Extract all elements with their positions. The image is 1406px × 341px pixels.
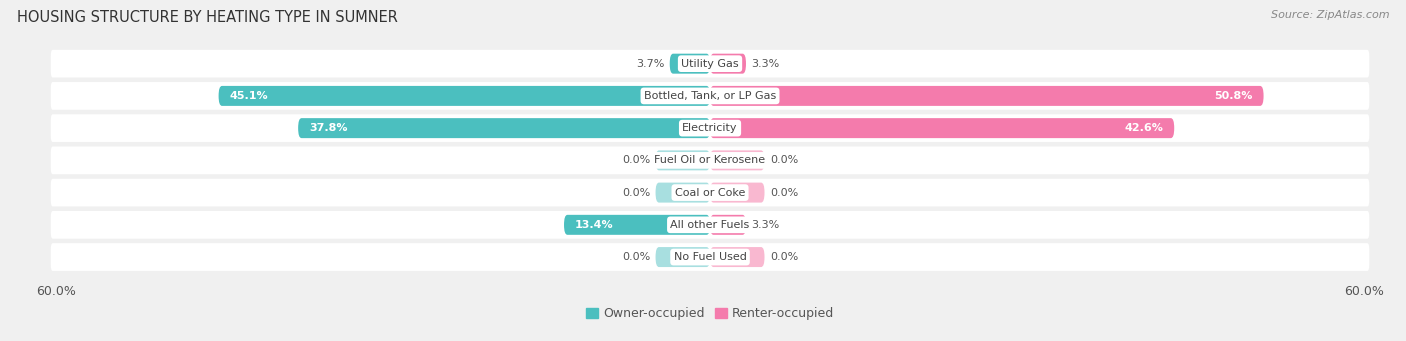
- Text: Fuel Oil or Kerosene: Fuel Oil or Kerosene: [654, 155, 766, 165]
- FancyBboxPatch shape: [218, 86, 710, 106]
- FancyBboxPatch shape: [710, 215, 747, 235]
- Text: 0.0%: 0.0%: [621, 188, 650, 197]
- Text: 0.0%: 0.0%: [770, 155, 799, 165]
- FancyBboxPatch shape: [51, 243, 1369, 271]
- Text: 0.0%: 0.0%: [621, 252, 650, 262]
- FancyBboxPatch shape: [655, 150, 710, 170]
- FancyBboxPatch shape: [710, 150, 765, 170]
- Text: Coal or Coke: Coal or Coke: [675, 188, 745, 197]
- Text: 0.0%: 0.0%: [770, 188, 799, 197]
- FancyBboxPatch shape: [564, 215, 710, 235]
- Text: HOUSING STRUCTURE BY HEATING TYPE IN SUMNER: HOUSING STRUCTURE BY HEATING TYPE IN SUM…: [17, 10, 398, 25]
- Text: 45.1%: 45.1%: [229, 91, 269, 101]
- FancyBboxPatch shape: [710, 118, 1174, 138]
- Text: 3.3%: 3.3%: [751, 220, 780, 230]
- Text: 13.4%: 13.4%: [575, 220, 613, 230]
- FancyBboxPatch shape: [710, 247, 765, 267]
- FancyBboxPatch shape: [51, 114, 1369, 142]
- FancyBboxPatch shape: [710, 86, 1264, 106]
- FancyBboxPatch shape: [51, 179, 1369, 206]
- Legend: Owner-occupied, Renter-occupied: Owner-occupied, Renter-occupied: [581, 302, 839, 325]
- Text: Bottled, Tank, or LP Gas: Bottled, Tank, or LP Gas: [644, 91, 776, 101]
- FancyBboxPatch shape: [51, 211, 1369, 239]
- Text: Utility Gas: Utility Gas: [682, 59, 738, 69]
- Text: No Fuel Used: No Fuel Used: [673, 252, 747, 262]
- Text: Source: ZipAtlas.com: Source: ZipAtlas.com: [1271, 10, 1389, 20]
- FancyBboxPatch shape: [51, 82, 1369, 110]
- Text: All other Fuels: All other Fuels: [671, 220, 749, 230]
- Text: 50.8%: 50.8%: [1215, 91, 1253, 101]
- FancyBboxPatch shape: [710, 182, 765, 203]
- Text: 37.8%: 37.8%: [309, 123, 347, 133]
- FancyBboxPatch shape: [655, 182, 710, 203]
- Text: 3.7%: 3.7%: [636, 59, 664, 69]
- FancyBboxPatch shape: [51, 147, 1369, 174]
- FancyBboxPatch shape: [710, 54, 747, 74]
- FancyBboxPatch shape: [298, 118, 710, 138]
- Text: 0.0%: 0.0%: [621, 155, 650, 165]
- FancyBboxPatch shape: [655, 247, 710, 267]
- Text: Electricity: Electricity: [682, 123, 738, 133]
- FancyBboxPatch shape: [669, 54, 710, 74]
- Text: 42.6%: 42.6%: [1125, 123, 1163, 133]
- Text: 3.3%: 3.3%: [751, 59, 780, 69]
- Text: 0.0%: 0.0%: [770, 252, 799, 262]
- FancyBboxPatch shape: [51, 50, 1369, 77]
